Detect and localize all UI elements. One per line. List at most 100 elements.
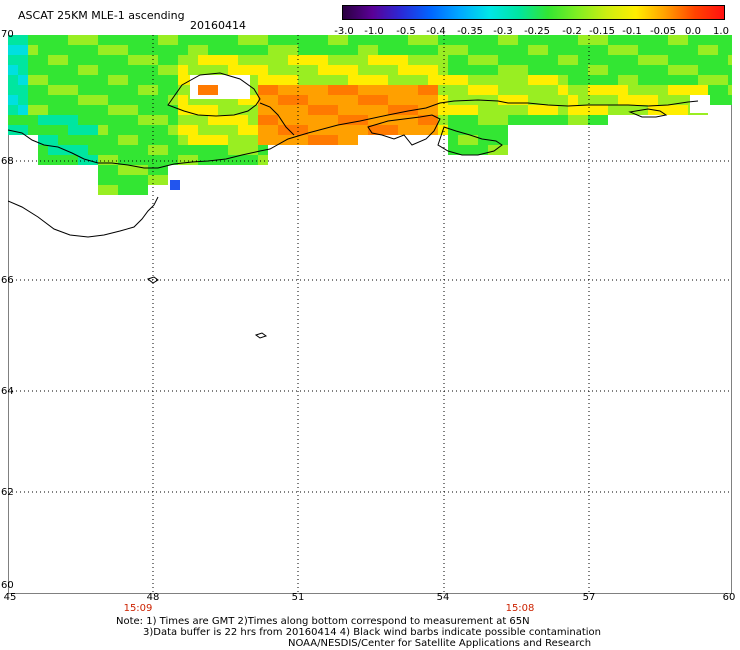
wind-cell <box>328 115 338 125</box>
coastline-bay <box>167 72 261 117</box>
wind-cell <box>408 125 418 135</box>
wind-cell <box>58 75 68 85</box>
wind-cell <box>168 45 178 55</box>
wind-cell <box>28 65 38 75</box>
wind-cell <box>128 45 138 55</box>
wind-cell <box>18 85 28 95</box>
wind-cell <box>188 35 198 45</box>
wind-cell <box>108 65 118 75</box>
wind-cell <box>368 75 378 85</box>
wind-cell <box>68 95 78 105</box>
wind-cell <box>418 75 428 85</box>
wind-cell <box>448 65 458 75</box>
wind-cell <box>648 65 658 75</box>
wind-cell <box>68 125 78 135</box>
wind-cell <box>538 85 548 95</box>
wind-cell <box>248 95 258 105</box>
wind-cell <box>308 105 318 115</box>
wind-cell <box>598 105 608 115</box>
wind-cell <box>488 145 498 155</box>
wind-cell <box>258 105 268 115</box>
wind-cell <box>498 115 508 125</box>
wind-cell <box>338 105 348 115</box>
wind-cell <box>138 175 148 185</box>
wind-cell <box>138 185 148 195</box>
wind-cell <box>518 85 528 95</box>
wind-cell <box>448 145 458 155</box>
wind-cell <box>248 55 258 65</box>
wind-cell <box>78 95 88 105</box>
wind-cell <box>288 105 298 115</box>
wind-cell <box>170 180 180 190</box>
wind-cell <box>98 45 108 55</box>
wind-cell <box>288 115 298 125</box>
wind-cell <box>108 75 118 85</box>
wind-cell <box>348 35 358 45</box>
wind-cell <box>238 55 248 65</box>
wind-cell <box>348 105 358 115</box>
wind-cell <box>618 95 628 105</box>
wind-cell <box>88 115 98 125</box>
wind-cell <box>38 35 48 45</box>
wind-cell <box>438 105 448 115</box>
wind-cell <box>358 105 368 115</box>
wind-cell <box>318 105 328 115</box>
wind-cell <box>118 165 128 175</box>
wind-cell <box>378 65 388 75</box>
wind-cell <box>398 65 408 75</box>
wind-cell <box>128 185 138 195</box>
wind-cell <box>688 55 698 65</box>
wind-cell <box>258 155 268 165</box>
wind-cell <box>298 115 308 125</box>
wind-cell <box>38 155 48 165</box>
wind-cell <box>508 55 518 65</box>
wind-cell <box>678 35 688 45</box>
wind-cell <box>358 55 368 65</box>
wind-cell <box>518 65 528 75</box>
wind-cell <box>578 95 588 105</box>
wind-cell <box>258 95 268 105</box>
wind-cell <box>658 65 668 75</box>
wind-cell <box>198 115 208 125</box>
wind-cell <box>518 105 528 115</box>
wind-cell <box>138 155 148 165</box>
wind-cell <box>218 125 228 135</box>
wind-cell <box>498 95 508 105</box>
wind-cell <box>448 85 458 95</box>
wind-cell <box>118 65 128 75</box>
wind-cell <box>118 85 128 95</box>
wind-cell <box>488 35 498 45</box>
wind-cell <box>88 75 98 85</box>
wind-cell <box>198 145 208 155</box>
wind-cell <box>118 175 128 185</box>
lon-label: 48 <box>146 592 160 603</box>
wind-cell <box>278 95 288 105</box>
wind-cell <box>578 75 588 85</box>
wind-cell <box>638 65 648 75</box>
wind-cell <box>408 95 418 105</box>
wind-cell <box>78 35 88 45</box>
wind-cell <box>558 75 568 85</box>
wind-cell <box>318 115 328 125</box>
wind-cell <box>248 125 258 135</box>
wind-cell <box>368 95 378 105</box>
wind-cell <box>358 35 368 45</box>
wind-cell <box>518 95 528 105</box>
wind-cell <box>518 45 528 55</box>
wind-cell <box>368 45 378 55</box>
wind-cell <box>408 75 418 85</box>
lon-label: 57 <box>582 592 596 603</box>
wind-cell <box>8 115 18 125</box>
wind-cell <box>508 65 518 75</box>
wind-cell <box>198 95 208 105</box>
wind-cell <box>208 105 218 115</box>
wind-cell <box>98 85 108 95</box>
wind-cell <box>78 155 88 165</box>
wind-cell <box>548 45 558 55</box>
wind-cell <box>168 55 178 65</box>
wind-cell <box>138 105 148 115</box>
wind-cell <box>278 45 288 55</box>
wind-cell <box>38 95 48 105</box>
wind-cell <box>538 35 548 45</box>
wind-cell <box>378 115 388 125</box>
